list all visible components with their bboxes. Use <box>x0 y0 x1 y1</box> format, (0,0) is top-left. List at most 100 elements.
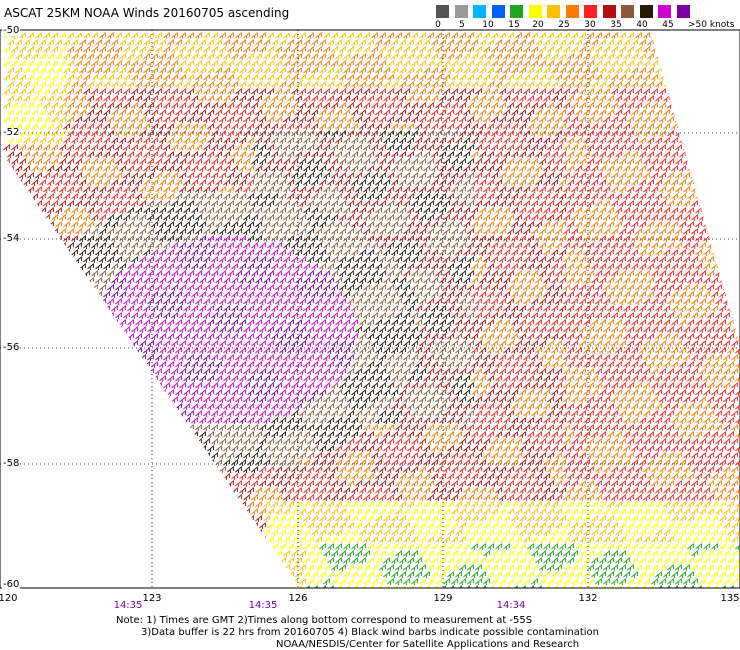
wind-barb <box>39 81 46 88</box>
wind-barb <box>267 256 274 263</box>
wind-barb <box>135 319 142 326</box>
wind-barb <box>727 207 734 214</box>
wind-barb <box>51 186 58 193</box>
wind-barb <box>123 214 130 221</box>
wind-barb <box>455 291 462 298</box>
wind-barb <box>47 95 54 102</box>
wind-barb <box>683 102 690 109</box>
wind-barb <box>475 270 482 277</box>
wind-barb <box>139 144 146 151</box>
wind-barb <box>127 39 134 46</box>
wind-barb <box>727 123 734 130</box>
wind-barb <box>267 116 274 123</box>
wind-barb <box>131 200 138 207</box>
wind-barb <box>271 333 278 340</box>
wind-barb <box>627 116 634 123</box>
wind-barb <box>279 347 286 354</box>
wind-barb <box>63 151 70 158</box>
wind-barb <box>187 46 194 53</box>
wind-barb <box>551 123 558 130</box>
wind-barb <box>7 193 14 200</box>
wind-barb <box>423 109 430 116</box>
wind-barb <box>659 186 666 193</box>
wind-barb <box>271 53 278 60</box>
wind-barb <box>679 375 686 382</box>
wind-barb <box>671 165 678 172</box>
wind-barb <box>55 193 62 200</box>
wind-barb <box>651 144 658 151</box>
wind-barb <box>475 396 482 403</box>
wind-barb <box>223 109 230 116</box>
wind-barb <box>695 389 702 396</box>
wind-barb <box>619 312 626 319</box>
wind-barb <box>59 60 66 67</box>
wind-barb <box>699 102 706 109</box>
wind-barb <box>383 151 390 158</box>
wind-barb <box>687 81 694 88</box>
wind-barb <box>107 186 114 193</box>
wind-barb <box>567 333 574 340</box>
wind-barb <box>671 361 678 368</box>
wind-barb <box>3 60 10 67</box>
wind-barb <box>95 67 102 74</box>
wind-barb <box>115 382 122 389</box>
wind-barb <box>407 81 414 88</box>
wind-barb <box>247 375 254 382</box>
wind-barb <box>279 67 286 74</box>
wind-barb <box>523 32 530 39</box>
wind-barb <box>495 375 502 382</box>
wind-barb <box>415 39 422 46</box>
wind-barb <box>639 53 646 60</box>
wind-barb <box>347 158 354 165</box>
wind-barb <box>179 186 186 193</box>
wind-barb <box>111 319 118 326</box>
wind-barb <box>483 382 490 389</box>
wind-barb <box>431 305 438 312</box>
wind-barb <box>623 67 630 74</box>
wind-barb <box>247 123 254 130</box>
wind-barb <box>459 88 466 95</box>
wind-barb <box>123 200 130 207</box>
wind-barb <box>575 67 582 74</box>
wind-barb <box>659 32 666 39</box>
wind-barb <box>135 235 142 242</box>
wind-barb <box>251 382 258 389</box>
wind-barb <box>247 403 254 410</box>
wind-barb <box>691 340 698 347</box>
wind-barb <box>351 207 358 214</box>
wind-barb <box>71 305 78 312</box>
wind-barb <box>187 74 194 81</box>
wind-barb <box>391 333 398 340</box>
wind-barb <box>379 270 386 277</box>
wind-barb <box>647 193 654 200</box>
wind-barb <box>627 88 634 95</box>
wind-barb <box>683 74 690 81</box>
wind-barb <box>347 200 354 207</box>
wind-barb <box>455 375 462 382</box>
wind-barb <box>291 200 298 207</box>
wind-barb <box>495 165 502 172</box>
wind-barb <box>7 221 14 228</box>
wind-barb <box>175 39 182 46</box>
wind-barb <box>631 277 638 284</box>
wind-barb <box>647 403 654 410</box>
wind-barb <box>375 123 382 130</box>
wind-barb <box>359 375 366 382</box>
wind-barb <box>307 396 314 403</box>
wind-barb <box>527 277 534 284</box>
wind-barb <box>619 368 626 375</box>
wind-barb <box>559 67 566 74</box>
wind-barb <box>27 284 34 291</box>
wind-barb <box>195 354 202 361</box>
wind-barb <box>391 81 398 88</box>
wind-barb <box>279 263 286 270</box>
wind-barb <box>407 95 414 102</box>
wind-barb <box>627 60 634 67</box>
wind-barb <box>543 165 550 172</box>
wind-barb <box>327 95 334 102</box>
wind-barb <box>11 172 18 179</box>
wind-barb <box>191 193 198 200</box>
wind-barb <box>575 389 582 396</box>
wind-barb <box>659 270 666 277</box>
wind-barb <box>235 368 242 375</box>
